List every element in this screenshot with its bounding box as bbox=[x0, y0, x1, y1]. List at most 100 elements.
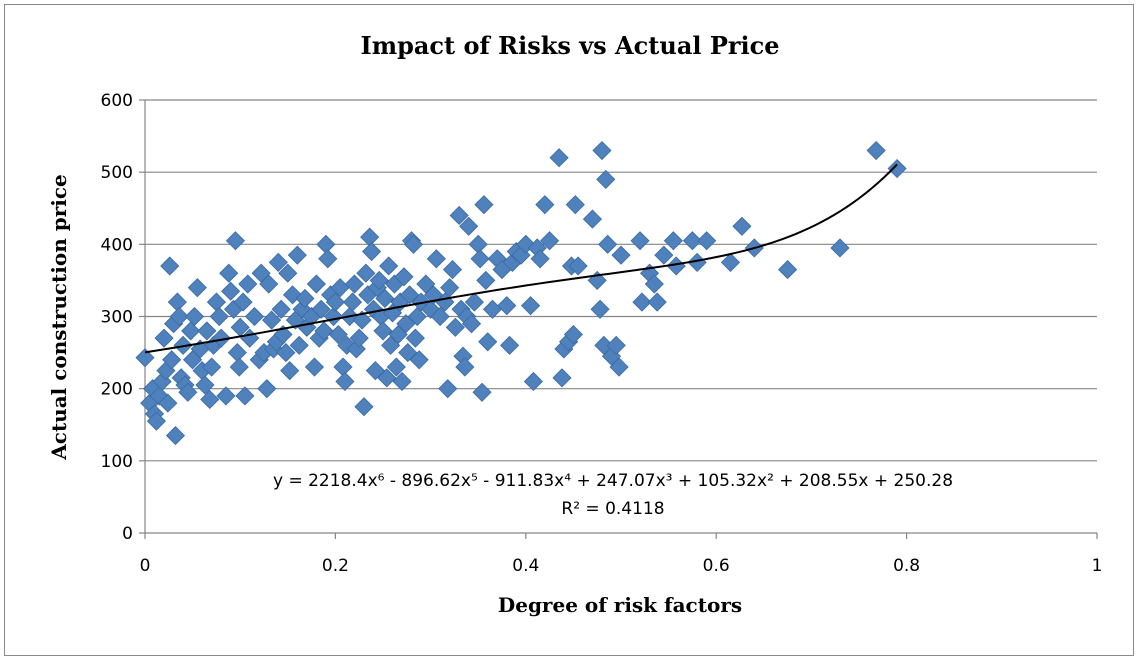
data-point-14 bbox=[167, 292, 187, 312]
x-tick-label-2: 0.4 bbox=[512, 556, 539, 576]
data-point-93 bbox=[360, 227, 380, 247]
data-point-88 bbox=[349, 328, 369, 348]
data-point-179 bbox=[630, 231, 650, 251]
data-point-165 bbox=[563, 324, 583, 345]
data-point-194 bbox=[830, 238, 850, 258]
data-point-59 bbox=[278, 263, 298, 283]
data-point-161 bbox=[552, 368, 572, 388]
data-point-27 bbox=[197, 321, 217, 341]
data-point-111 bbox=[394, 267, 414, 287]
data-point-86 bbox=[344, 274, 365, 294]
data-point-174 bbox=[598, 234, 618, 254]
data-point-79 bbox=[328, 324, 348, 345]
data-point-178 bbox=[611, 245, 631, 265]
data-point-26 bbox=[195, 375, 215, 395]
y-tick-label-2: 200 bbox=[101, 380, 133, 400]
x-tick-label-1: 0.2 bbox=[322, 556, 349, 576]
data-point-131 bbox=[449, 205, 469, 226]
data-point-112 bbox=[396, 314, 416, 334]
data-point-52 bbox=[262, 310, 282, 330]
data-point-189 bbox=[697, 231, 717, 251]
data-point-102 bbox=[377, 368, 397, 388]
data-point-4 bbox=[146, 411, 166, 431]
data-point-140 bbox=[470, 249, 490, 269]
data-point-139 bbox=[468, 234, 488, 254]
data-point-19 bbox=[178, 382, 198, 402]
data-point-11 bbox=[162, 350, 182, 370]
data-point-116 bbox=[403, 234, 424, 254]
x-axis-ticks: 0 0.2 0.4 0.6 0.8 1 bbox=[140, 533, 1103, 576]
data-point-70 bbox=[306, 274, 326, 294]
data-point-124 bbox=[426, 249, 446, 269]
data-point-94 bbox=[362, 241, 382, 262]
data-point-187 bbox=[682, 231, 702, 251]
data-point-100 bbox=[373, 321, 393, 341]
data-point-166 bbox=[565, 195, 585, 215]
data-point-36 bbox=[221, 281, 241, 301]
y-tick-label-4: 400 bbox=[101, 235, 133, 255]
data-point-63 bbox=[287, 245, 307, 265]
data-point-43 bbox=[235, 386, 255, 406]
x-tick-label-5: 1 bbox=[1092, 556, 1103, 576]
data-point-137 bbox=[461, 314, 482, 334]
data-point-91 bbox=[356, 263, 376, 283]
data-point-125 bbox=[430, 306, 450, 327]
data-point-182 bbox=[644, 274, 664, 294]
data-point-157 bbox=[530, 249, 550, 269]
data-point-42 bbox=[233, 292, 253, 312]
data-point-136 bbox=[459, 216, 479, 236]
data-point-183 bbox=[647, 292, 667, 312]
data-point-64 bbox=[289, 335, 309, 355]
data-point-170 bbox=[590, 299, 610, 319]
y-tick-label-1: 100 bbox=[101, 452, 133, 472]
data-point-110 bbox=[392, 371, 412, 392]
data-point-81 bbox=[333, 357, 353, 377]
data-point-31 bbox=[206, 292, 226, 312]
data-point-154 bbox=[520, 296, 541, 316]
data-point-145 bbox=[482, 299, 503, 319]
data-point-117 bbox=[405, 328, 425, 348]
data-point-127 bbox=[438, 379, 458, 399]
data-point-35 bbox=[219, 263, 239, 283]
data-point-142 bbox=[474, 195, 494, 215]
y-axis-ticks: 0 100 200 300 400 500 600 bbox=[101, 91, 145, 544]
data-point-74 bbox=[316, 234, 336, 254]
data-point-158 bbox=[535, 195, 555, 215]
data-point-171 bbox=[592, 140, 612, 161]
data-point-167 bbox=[568, 256, 588, 276]
data-point-138 bbox=[464, 292, 484, 312]
data-point-155 bbox=[523, 371, 543, 392]
data-point-72 bbox=[311, 299, 331, 319]
data-point-75 bbox=[318, 249, 338, 269]
data-point-180 bbox=[632, 292, 652, 312]
data-point-98 bbox=[369, 270, 389, 290]
data-point-46 bbox=[244, 306, 265, 327]
data-point-160 bbox=[549, 148, 569, 168]
data-point-113 bbox=[398, 343, 418, 363]
trendline-equation: y = 2218.4x⁶ - 896.62x⁵ - 911.83x⁴ + 247… bbox=[273, 471, 953, 491]
data-point-82 bbox=[335, 371, 355, 392]
y-tick-label-0: 0 bbox=[122, 524, 133, 544]
chart-title: Impact of Risks vs Actual Price bbox=[360, 31, 779, 60]
data-point-185 bbox=[663, 231, 683, 251]
data-point-38 bbox=[225, 231, 246, 251]
data-point-118 bbox=[407, 306, 427, 327]
y-tick-label-5: 500 bbox=[101, 163, 133, 183]
data-point-103 bbox=[379, 256, 399, 276]
data-point-51 bbox=[259, 274, 279, 294]
x-tick-label-3: 0.6 bbox=[703, 556, 730, 576]
data-point-144 bbox=[478, 332, 498, 352]
data-point-15 bbox=[169, 306, 189, 327]
data-point-32 bbox=[209, 306, 229, 327]
data-point-193 bbox=[778, 260, 798, 280]
data-points bbox=[135, 140, 907, 446]
data-point-69 bbox=[304, 357, 325, 377]
data-point-73 bbox=[314, 321, 334, 341]
data-point-196 bbox=[887, 158, 907, 179]
data-point-143 bbox=[476, 270, 496, 290]
data-point-33 bbox=[211, 328, 231, 348]
data-point-58 bbox=[276, 343, 296, 363]
data-point-129 bbox=[442, 260, 463, 280]
data-point-128 bbox=[440, 278, 460, 298]
